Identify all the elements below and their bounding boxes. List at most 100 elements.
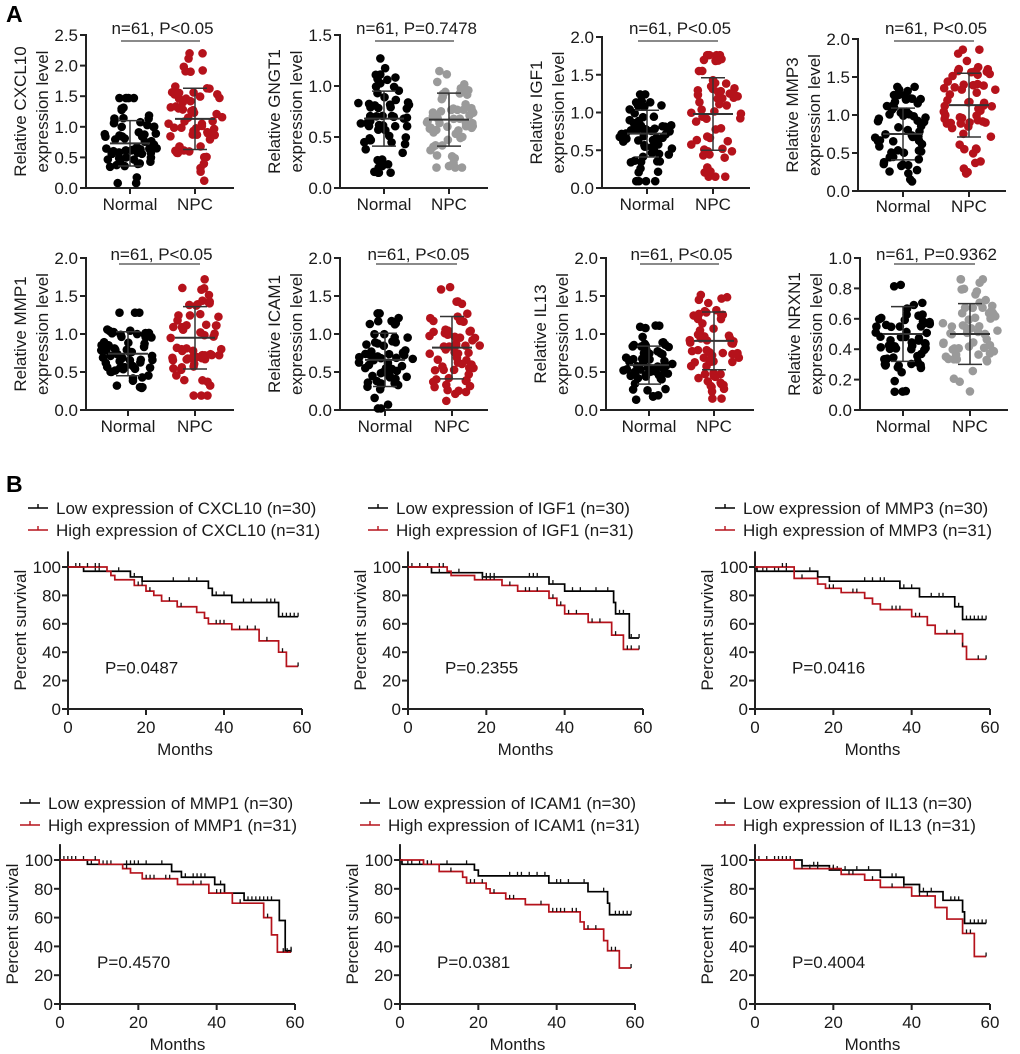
data-point xyxy=(140,130,149,139)
data-point xyxy=(693,90,703,100)
data-point xyxy=(716,124,726,133)
data-point xyxy=(640,90,650,99)
data-point xyxy=(968,338,978,347)
y-tick-label: 1.5 xyxy=(308,287,332,306)
y-tick-label: 60 xyxy=(42,615,61,634)
data-point xyxy=(903,125,913,135)
data-point xyxy=(658,338,667,347)
data-point xyxy=(872,322,881,331)
y-tick-label: 0.5 xyxy=(54,148,78,167)
y-tick-label: 0 xyxy=(739,995,748,1014)
x-tick-label: 0 xyxy=(395,1013,404,1032)
y-tick-label: 40 xyxy=(374,937,393,956)
data-point xyxy=(372,376,382,386)
legend-label: High expression of MMP3 (n=31) xyxy=(743,521,992,540)
data-point xyxy=(890,387,899,397)
survival-curve xyxy=(60,859,292,954)
data-point xyxy=(948,345,958,354)
data-point xyxy=(443,326,453,336)
data-point xyxy=(922,328,932,338)
data-point xyxy=(724,331,734,341)
data-point xyxy=(649,112,659,122)
x-tick-label: 40 xyxy=(555,718,574,737)
data-point xyxy=(706,82,716,91)
y-axis-label: Relative IL13 xyxy=(531,284,550,383)
data-point xyxy=(205,84,214,93)
data-point xyxy=(176,365,186,375)
y-tick-label: 100 xyxy=(33,558,61,577)
data-point xyxy=(631,395,641,405)
data-point xyxy=(925,319,935,329)
data-point xyxy=(149,122,158,132)
y-tick-label: 60 xyxy=(729,615,748,634)
data-point xyxy=(705,50,714,60)
data-point xyxy=(135,308,144,318)
x-tick-label: Normal xyxy=(622,417,677,436)
data-point xyxy=(144,371,153,380)
survival-curve xyxy=(400,859,632,916)
data-point xyxy=(206,349,215,359)
data-point xyxy=(384,349,394,359)
data-point xyxy=(982,355,991,365)
data-point xyxy=(699,55,709,65)
y-tick-label: 0.2 xyxy=(828,371,852,390)
data-point xyxy=(718,144,727,154)
x-tick-label: 20 xyxy=(824,1013,843,1032)
data-point xyxy=(889,90,899,100)
data-point xyxy=(442,69,452,79)
data-point xyxy=(885,167,894,176)
y-axis-label: Relative CXCL10 xyxy=(11,46,30,176)
data-point xyxy=(443,122,452,131)
data-point xyxy=(379,341,389,351)
y-axis-label: Percent survival xyxy=(11,570,30,691)
data-point xyxy=(987,102,997,111)
survival-chart-3: 0 20 40 60 80 100 0 20 40 60 Months Percent surviva… xyxy=(698,499,999,759)
y-tick-label: 2.0 xyxy=(826,30,850,49)
data-point xyxy=(201,320,211,330)
data-point xyxy=(702,345,711,355)
data-point xyxy=(188,105,198,115)
x-tick-label: 20 xyxy=(129,1013,148,1032)
data-point xyxy=(113,178,123,188)
data-point xyxy=(946,118,956,128)
data-point xyxy=(373,155,382,165)
data-point xyxy=(198,49,207,58)
data-point xyxy=(716,310,726,320)
x-tick-label: 40 xyxy=(207,1013,226,1032)
data-point xyxy=(151,129,161,138)
y-tick-label: 1.0 xyxy=(54,325,78,344)
y-tick-label: 100 xyxy=(720,851,748,870)
y-tick-label: 100 xyxy=(720,558,748,577)
data-point xyxy=(713,56,723,65)
y-tick-label: 2.0 xyxy=(308,249,332,268)
data-point xyxy=(693,330,703,339)
data-point xyxy=(172,371,181,380)
data-point xyxy=(705,356,714,365)
y-axis-label: expression level xyxy=(807,273,826,395)
data-point xyxy=(894,85,904,94)
y-tick-label: 40 xyxy=(729,937,748,956)
data-point xyxy=(636,365,645,374)
data-point xyxy=(197,119,207,129)
data-point xyxy=(374,120,384,130)
x-tick-label: NPC xyxy=(951,197,987,216)
data-point xyxy=(179,62,189,72)
data-point xyxy=(211,321,221,330)
y-tick-label: 0.5 xyxy=(308,128,332,147)
data-point xyxy=(441,380,451,390)
data-point xyxy=(914,136,924,145)
data-point xyxy=(986,132,996,141)
data-point xyxy=(873,136,883,146)
data-point xyxy=(648,391,658,401)
data-point xyxy=(910,82,919,92)
data-point xyxy=(172,148,182,158)
legend-label: High expression of IGF1 (n=31) xyxy=(396,521,634,540)
data-point xyxy=(668,359,677,369)
data-point xyxy=(425,349,435,359)
data-point xyxy=(166,132,175,141)
data-point xyxy=(386,168,395,177)
y-axis-label: expression level xyxy=(549,52,568,174)
data-point xyxy=(209,124,219,134)
scatter-chart-nrxn1: 0.0 0.2 0.4 0.6 0.8 1.0 Normal NPC Relative NRXN… xyxy=(785,245,1008,436)
data-point xyxy=(895,322,905,331)
